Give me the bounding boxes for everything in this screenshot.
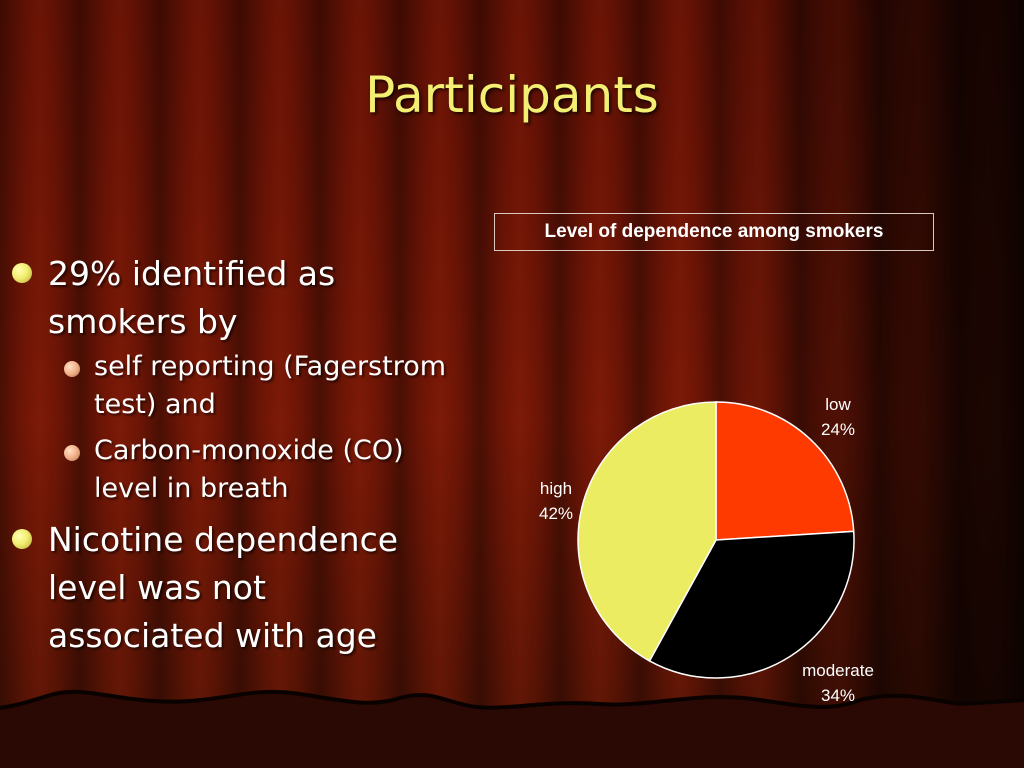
bullet-item: 29% identified as smokers by bbox=[8, 250, 448, 346]
sub-bullet-text: self reporting (Fagerstrom test) and bbox=[94, 351, 447, 420]
bullet-text: Nicotine dependence level was not associ… bbox=[48, 520, 399, 655]
sub-bullet-item: self reporting (Fagerstrom test) and bbox=[8, 348, 448, 424]
bullet-item: Nicotine dependence level was not associ… bbox=[8, 516, 448, 660]
bullet-dot-icon bbox=[12, 263, 32, 283]
bullet-text: 29% identified as smokers by bbox=[48, 254, 336, 341]
slice-value-moderate: 34% bbox=[821, 686, 855, 705]
slice-label-moderate: moderate bbox=[802, 661, 874, 680]
slice-label-high: high bbox=[540, 479, 572, 498]
pie-slice-low bbox=[715, 401, 855, 541]
bullet-list: 29% identified as smokers by self report… bbox=[8, 250, 448, 662]
sub-bullet-dot-icon bbox=[64, 445, 80, 461]
sub-bullet-dot-icon bbox=[64, 361, 80, 377]
pie-slice-high bbox=[577, 401, 717, 662]
slice-label-low: low bbox=[825, 395, 851, 414]
slice-value-low: 24% bbox=[821, 420, 855, 439]
slice-value-high: 42% bbox=[539, 504, 573, 523]
chart-title: Level of dependence among smokers bbox=[494, 213, 934, 251]
sub-bullet-item: Carbon-monoxide (CO) level in breath bbox=[8, 432, 448, 508]
bullet-dot-icon bbox=[12, 529, 32, 549]
slide-title: Participants bbox=[365, 66, 659, 124]
sub-bullet-text: Carbon-monoxide (CO) level in breath bbox=[94, 435, 404, 504]
